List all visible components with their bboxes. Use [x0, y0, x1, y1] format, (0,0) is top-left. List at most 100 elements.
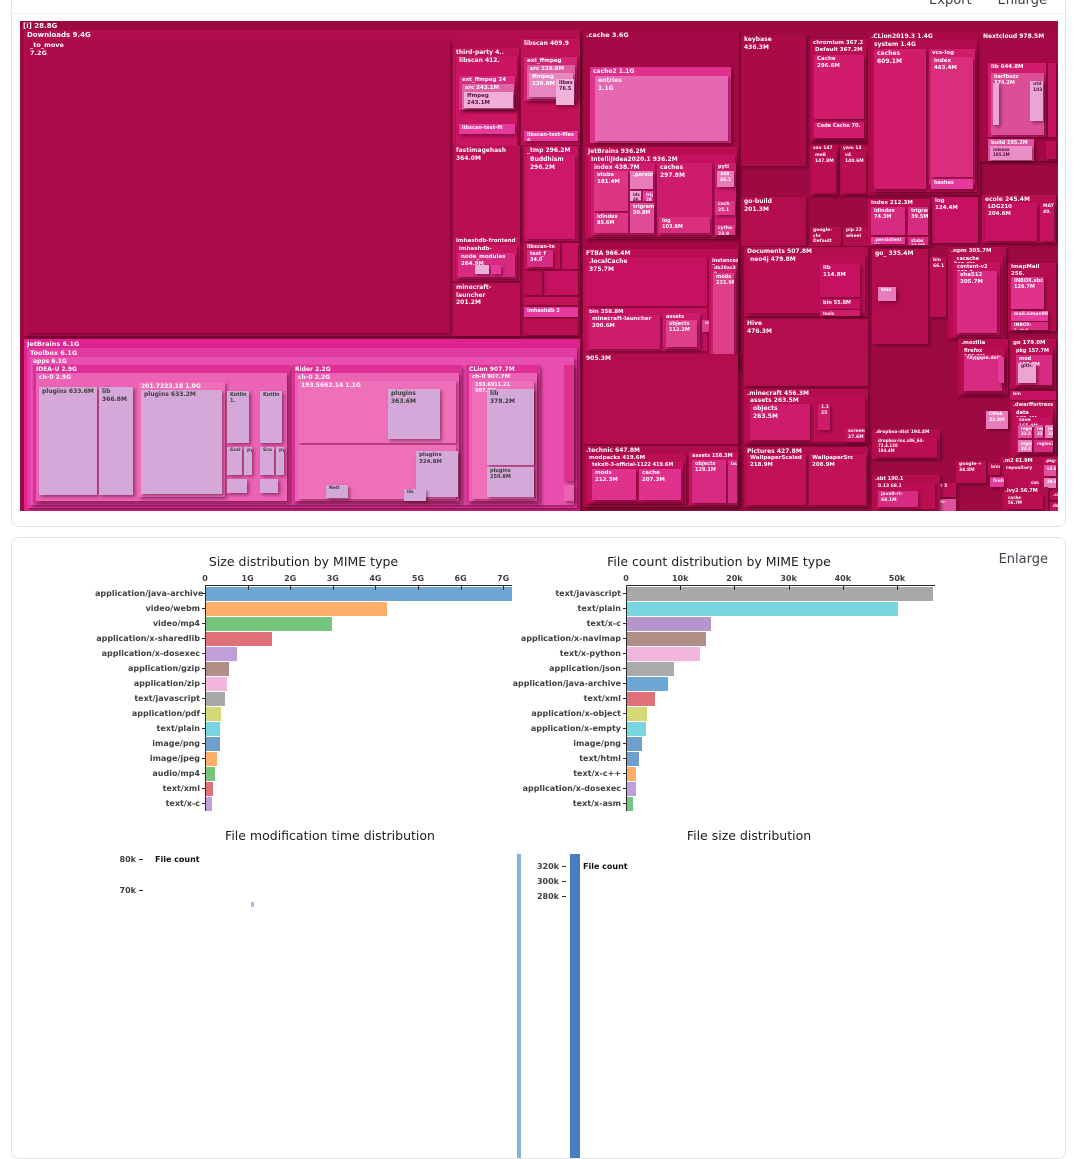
treemap-node[interactable]	[564, 365, 574, 481]
treemap-node[interactable]	[475, 265, 489, 274]
treemap-node[interactable]: idindex 74.3M	[871, 207, 905, 235]
treemap-node[interactable]: Buddhism 296.2M	[527, 155, 575, 239]
treemap-node[interactable]: release 195.2M	[990, 146, 1032, 160]
treemap-node[interactable]: data	[1050, 502, 1058, 511]
treemap-node[interactable]: minecraft-launcher 200.6M	[589, 315, 660, 349]
treemap-node[interactable]: trigrar 39.5M	[908, 207, 928, 235]
treemap-node[interactable]: Cache 296.6M	[814, 55, 864, 119]
treemap-node[interactable]: py	[276, 447, 284, 475]
treemap-node[interactable]: WallpaperSrc 208.9M	[809, 454, 866, 505]
treemap-node[interactable]: cach 25.1	[715, 201, 735, 215]
treemap-node[interactable]: CMak 22.8M	[986, 411, 1008, 429]
treemap-node[interactable]: brow	[988, 463, 1000, 475]
treemap-node[interactable]: bin 55.8M	[820, 299, 860, 309]
treemap-node[interactable]: LOG210 204.6M	[985, 203, 1037, 241]
treemap-node[interactable]	[1048, 63, 1056, 137]
treemap-node[interactable]	[562, 243, 578, 269]
treemap-node[interactable]: pip 22 wheel	[843, 227, 868, 246]
treemap-node[interactable]: sha512 305.7M	[957, 271, 997, 333]
treemap-node[interactable]	[491, 265, 501, 274]
treemap-node[interactable]	[524, 297, 578, 305]
treemap-node[interactable]: Sca	[260, 447, 274, 475]
treemap-node[interactable]: trigram.i 50.8M	[630, 203, 654, 233]
treemap-node[interactable]: google-+ 34.8M	[956, 461, 986, 483]
treemap-node[interactable]: plugins 633.2M	[141, 390, 222, 494]
treemap-node[interactable]: mods 231.9M	[713, 273, 734, 367]
treemap-node[interactable]: objects 129.1M	[692, 460, 726, 503]
treemap-node[interactable]: Scal	[227, 447, 242, 475]
treemap-node[interactable]: lib 366.8M	[99, 387, 133, 495]
treemap-node[interactable]: 905.3M	[583, 354, 738, 444]
treemap-node[interactable]: libscan-test-fil	[459, 124, 515, 134]
treemap-node[interactable]: idx 46.2	[630, 191, 641, 201]
treemap-node[interactable]: WallpaperScaled 218.9M	[747, 454, 806, 505]
treemap-node[interactable]: lib	[404, 489, 426, 501]
treemap-node[interactable]: log 103.8M	[659, 217, 710, 233]
treemap-node[interactable]: plugins 363.6M	[388, 389, 440, 439]
treemap-node[interactable]: v4 140.6M	[842, 152, 866, 193]
export-button[interactable]: Export	[929, 0, 972, 8]
enlarge-treemap-button[interactable]: Enlarge	[998, 0, 1047, 8]
treemap-node[interactable]	[544, 271, 578, 295]
treemap-node[interactable]: lau	[728, 460, 737, 503]
treemap-node[interactable]: Netl	[326, 485, 348, 498]
treemap-node[interactable]: mail.simon98	[1011, 311, 1048, 321]
treemap-node[interactable]: con	[1028, 479, 1039, 488]
treemap-node[interactable]: dropbox-lnx.x86_64-72.4.138 194.4M	[875, 437, 937, 457]
treemap-node[interactable]: MAT 40.	[1040, 203, 1054, 241]
treemap-node[interactable]: idindex 85.6M	[594, 213, 628, 233]
treemap-node[interactable]: v2.6	[1044, 465, 1056, 476]
treemap-node[interactable]	[993, 83, 999, 125]
treemap-node[interactable]: util 103.4	[1030, 81, 1043, 121]
treemap-node[interactable]: objects 263.5M	[750, 404, 810, 440]
treemap-node[interactable]: on	[702, 320, 710, 332]
treemap-node[interactable]: libav 76.5	[556, 79, 574, 105]
treemap-node[interactable]: Hive 476.3M	[744, 319, 868, 386]
treemap-node[interactable]: Code Cache 70.	[814, 122, 864, 138]
treemap[interactable]: [i] 28.8G Downloads 9.4G _to_move 7.2G thir…	[20, 21, 1058, 511]
treemap-node[interactable]: libscan-test-files 6	[524, 131, 578, 141]
treemap-node[interactable]	[227, 479, 247, 493]
treemap-node[interactable]: bin 66.1	[930, 257, 946, 317]
treemap-node[interactable]: google-chr Default	[810, 227, 841, 246]
treemap-node[interactable]: plugins 250.8M	[487, 467, 534, 497]
treemap-node[interactable]: log 124.4M	[932, 197, 978, 243]
treemap-node[interactable]: regio 33.5	[1018, 425, 1032, 438]
enlarge-charts-button[interactable]: Enlarge	[998, 552, 1048, 567]
treemap-node[interactable]: caches 609.1M	[874, 49, 926, 189]
treemap-node[interactable]: regio 33.3	[1018, 440, 1032, 452]
treemap-node[interactable]: _to_move 7.2G	[27, 40, 450, 333]
treemap-node[interactable]: cache 207.3M	[639, 469, 681, 500]
treemap-node[interactable]: test_f 34.0	[527, 250, 553, 267]
treemap-node[interactable]: cache 56.7M	[1005, 494, 1043, 509]
treemap-node[interactable]: f3yjgqse.defau	[964, 355, 1002, 391]
treemap-node[interactable]: reg 33.	[1034, 425, 1043, 438]
treemap-node[interactable]: go-build 201.3M	[741, 197, 806, 246]
treemap-node[interactable]: fastimagehash 364.0M	[453, 146, 520, 241]
treemap-node[interactable]: keybase 436.3M	[741, 35, 806, 166]
treemap-node[interactable]: .con	[1050, 491, 1058, 500]
treemap-node[interactable]: bin	[1010, 391, 1056, 400]
treemap-node[interactable]: py	[244, 447, 252, 475]
treemap-node[interactable]: region2	[1034, 440, 1053, 452]
treemap-node[interactable]: objects 112.2M	[666, 320, 697, 347]
treemap-node[interactable]: tools	[820, 310, 860, 316]
treemap-node[interactable]: hashes	[931, 179, 973, 189]
treemap-node[interactable]: firefo	[990, 477, 1004, 487]
treemap-node[interactable]: reg 32.	[1045, 425, 1053, 438]
treemap-node[interactable]: 348 46.1	[717, 171, 734, 187]
treemap-node[interactable]: INBOX-1.sbd	[1011, 322, 1048, 330]
treemap-node[interactable]: .persistent 73.	[871, 237, 905, 244]
treemap-node[interactable]: imhashdb 2	[524, 307, 578, 317]
treemap-node[interactable]: screen 27.6M	[845, 428, 865, 442]
treemap-node[interactable]: cytho 23.9	[715, 225, 735, 235]
treemap-node[interactable]: gith:	[1018, 363, 1036, 383]
treemap-node[interactable]: 39.6	[1044, 478, 1056, 488]
treemap-node[interactable]	[564, 485, 574, 501]
treemap-node[interactable]: lib 114.8M	[820, 264, 860, 297]
treemap-node[interactable]: lib 378.2M	[487, 389, 534, 465]
treemap-node[interactable]: mods 212.3M	[592, 469, 636, 500]
treemap-node[interactable]: minecraft-launcher 201.2M	[453, 283, 520, 336]
treemap-node[interactable]	[524, 271, 542, 295]
treemap-node[interactable]: index 463.4M	[931, 57, 973, 177]
